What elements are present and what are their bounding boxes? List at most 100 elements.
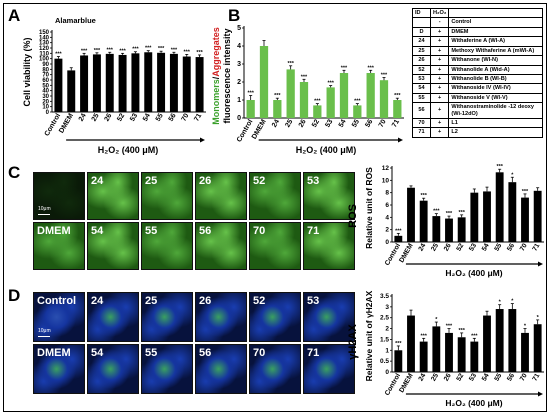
legend-cell-name: L2 [448, 127, 543, 138]
chart-b-significance-label: *** [341, 65, 348, 71]
chart-a-y-tick-label: 0 [46, 110, 50, 116]
chart-a-bar [118, 54, 127, 112]
chart-a-y-tick-label: 90 [42, 62, 49, 68]
micrograph-image: 24 [87, 292, 139, 342]
chart-d-bar [470, 341, 479, 372]
micrograph-image: 26 [195, 172, 247, 220]
chart-c-category-label: 26 [443, 242, 453, 252]
chart-a-significance-label: *** [145, 46, 152, 52]
chart-a-y-tick-label: 60 [42, 78, 49, 84]
chart-c-bar [432, 216, 441, 242]
chart-d-bar [533, 324, 542, 372]
chart-a-bar [169, 53, 178, 112]
legend-cell-h2o2: + [429, 102, 450, 120]
chart-c-y-tick-label: 8 [385, 190, 389, 197]
chart-a-y-tick-label: 30 [42, 94, 49, 100]
chart-d-category-label: 52 [456, 372, 466, 382]
chart-b-category-label: 55 [351, 118, 361, 128]
chart-c-category-label: 71 [532, 242, 542, 252]
micrograph-image: 70 [249, 222, 301, 270]
legend-cell-h2o2: + [429, 92, 450, 104]
legend-cell-id: 26 [412, 55, 431, 66]
micrograph-image: 53 [303, 172, 355, 220]
micrograph-image: 70 [249, 344, 301, 394]
chart-d-bar [407, 315, 415, 372]
chart-b-ylabel-monomers: Monomers [211, 79, 221, 125]
micrograph-image: 56 [195, 344, 247, 394]
micrograph-image: 53 [303, 292, 355, 342]
legend-cell-id: 55 [412, 92, 431, 104]
chart-c-significance-label: *** [433, 209, 440, 215]
chart-b-significance-label: *** [287, 61, 294, 67]
micrograph-image: 54 [87, 344, 139, 394]
legend-cell-h2o2: + [429, 26, 450, 38]
micrograph-label: 55 [145, 347, 158, 359]
figure-frame [3, 3, 547, 412]
chart-a-significance-label: *** [184, 49, 191, 55]
legend-row: 52 + Withanolide A (Wid-A) [412, 64, 543, 75]
chart-c-category-label: 54 [481, 242, 491, 252]
micrograph-image: 55 [141, 222, 193, 270]
legend-cell-name: Withanoside V (WI-V) [448, 92, 543, 104]
chart-b-significance-label: *** [314, 99, 321, 105]
chart-b-y-tick-label: 0 [237, 115, 241, 122]
chart-d-y-tick-label: 3.5 [380, 293, 389, 300]
legend-cell-id: 25 [412, 45, 431, 57]
legend-header-h2o2: H₂O₂ [429, 7, 450, 19]
legend-cell-id: 56 [412, 102, 431, 120]
chart-c-bar [483, 191, 491, 242]
micrograph-label: 26 [199, 175, 212, 187]
chart-a-bar [131, 53, 140, 112]
legend-cell-id: D [412, 26, 431, 38]
chart-c-category-label: 70 [519, 242, 529, 252]
legend-cell-h2o2: + [429, 118, 450, 129]
chart-c-bar [419, 200, 428, 242]
chart-c-category-label: 52 [456, 242, 466, 252]
chart-a-y-tick-label: 50 [42, 83, 49, 89]
micrograph-label: 52 [253, 175, 266, 187]
chart-b-xlabel: H₂O₂ (400 μM) [296, 145, 357, 155]
chart-a-y-tick-label: 130 [39, 41, 50, 47]
chart-a-significance-label: *** [94, 48, 101, 54]
chart-b-ylabel-aggregates: Aggregates [211, 27, 221, 77]
chart-c-y-tick-label: 2 [385, 227, 389, 234]
micrograph-image: Control 10μm [33, 292, 85, 342]
chart-b-bar [379, 80, 389, 118]
chart-b-category-label: 71 [391, 118, 401, 128]
micrograph-label: 70 [253, 225, 266, 237]
chart-c-y-tick-label: 10 [382, 177, 390, 184]
chart-b-y-tick-label: 4 [237, 43, 241, 50]
chart-c-bar [445, 218, 453, 242]
chart-d-significance-label: * [537, 315, 540, 321]
micrograph-label: DMEM [37, 225, 71, 237]
legend-cell-name: Withanolide B (WI-B) [448, 73, 543, 85]
chart-b-y-tick-label: 3 [237, 61, 241, 68]
chart-d-y-tick-label: 2 [385, 326, 389, 333]
legend-cell-name: Methoxy Withaferine A (mWI-A) [448, 45, 543, 57]
chart-c-category-label: 24 [418, 242, 428, 252]
chart-a-category-label: 26 [104, 112, 114, 122]
chart-c-significance-label: *** [496, 164, 503, 170]
legend-cell-id: 52 [412, 64, 431, 75]
chart-b-bar [326, 87, 335, 118]
panel-letter-b: B [228, 6, 241, 25]
chart-c-significance-label: *** [458, 210, 465, 216]
chart-a-bar [195, 57, 204, 112]
chart-a-bar [144, 52, 153, 112]
micrograph-image: 55 [141, 344, 193, 394]
chart-b-category-label: 25 [284, 118, 294, 128]
chart-a-significance-label: *** [119, 48, 126, 54]
micrograph-image: 71 [303, 222, 355, 270]
micrograph-image: 52 [249, 292, 301, 342]
chart-d-category-label: 25 [430, 372, 440, 382]
chart-d-significance-label: * [524, 324, 527, 330]
legend-cell-id: 71 [412, 127, 431, 138]
chart-b-category-label: Control [236, 118, 255, 143]
chart-c-category-label: Control [384, 242, 402, 267]
panel-letter-a: A [8, 6, 21, 25]
legend-cell-h2o2: + [429, 55, 450, 66]
chart-d-xlabel: H₂O₂ (400 μM) [445, 398, 502, 408]
micrograph-image: DMEM [33, 344, 85, 394]
chart-a-category-label: Control [44, 112, 63, 137]
chart-b-significance-label: *** [394, 93, 401, 99]
